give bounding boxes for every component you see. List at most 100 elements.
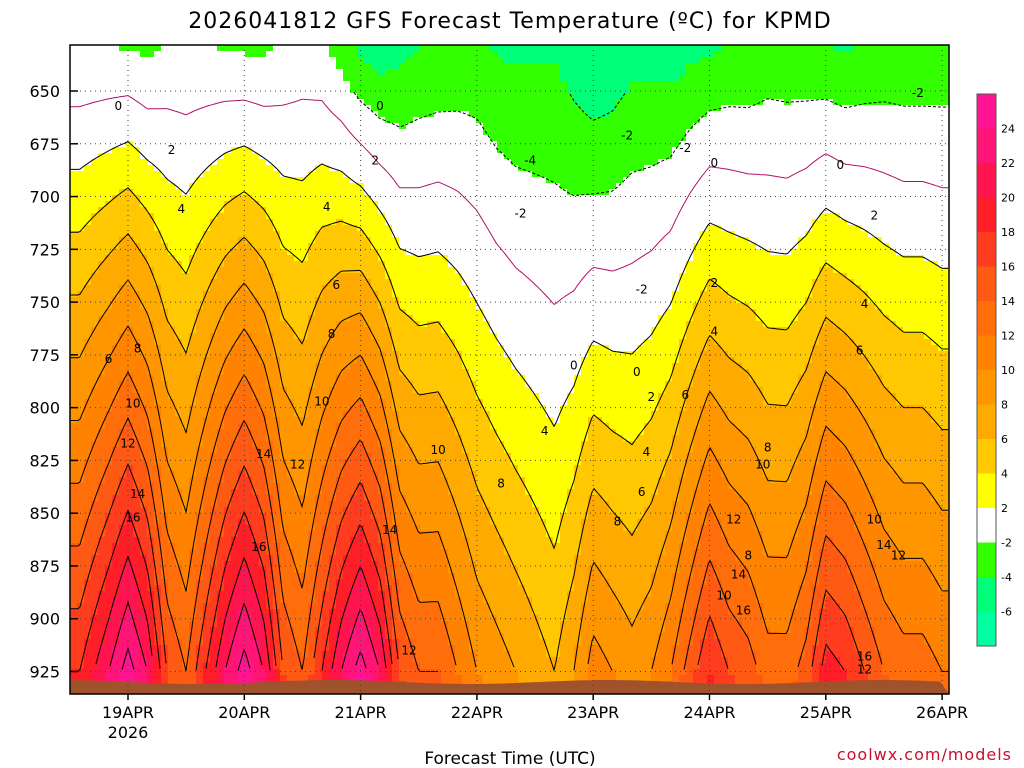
field-cell	[126, 399, 134, 406]
field-cell	[126, 261, 134, 268]
field-cell	[196, 351, 204, 358]
field-cell	[350, 477, 358, 484]
field-cell	[259, 483, 267, 490]
field-cell	[371, 309, 379, 316]
field-cell	[98, 669, 106, 676]
field-cell	[91, 411, 99, 418]
field-cell	[322, 597, 330, 604]
field-cell	[315, 351, 323, 358]
field-cell	[224, 537, 232, 544]
field-cell	[140, 51, 148, 58]
field-cell	[315, 201, 323, 208]
field-cell	[308, 639, 316, 646]
field-cell	[147, 177, 155, 184]
field-cell	[70, 627, 78, 634]
field-cell	[77, 231, 85, 238]
field-cell	[378, 597, 386, 604]
field-cell	[196, 543, 204, 550]
field-cell	[245, 387, 253, 394]
field-cell	[189, 411, 197, 418]
field-cell	[308, 105, 316, 112]
field-cell	[252, 483, 260, 490]
field-cell	[266, 657, 274, 664]
field-cell	[322, 339, 330, 346]
field-cell	[287, 219, 295, 226]
field-cell	[112, 531, 120, 538]
field-cell	[245, 549, 253, 556]
field-cell	[273, 597, 281, 604]
field-cell	[364, 459, 372, 466]
field-cell	[280, 117, 288, 124]
field-cell	[294, 609, 302, 616]
field-cell	[182, 675, 190, 682]
field-cell	[147, 339, 155, 346]
field-cell	[182, 105, 190, 112]
field-cell	[161, 465, 169, 472]
field-cell	[119, 375, 127, 382]
field-cell	[245, 255, 253, 262]
field-cell	[273, 405, 281, 412]
field-cell	[105, 93, 113, 100]
field-cell	[350, 333, 358, 340]
field-cell	[161, 561, 169, 568]
field-cell	[238, 507, 246, 514]
field-cell	[245, 597, 253, 604]
field-cell	[266, 81, 274, 88]
field-cell	[371, 123, 379, 130]
field-cell	[266, 141, 274, 148]
field-cell	[287, 357, 295, 364]
field-cell	[112, 465, 120, 472]
field-cell	[350, 423, 358, 430]
field-cell	[147, 573, 155, 580]
field-cell	[154, 219, 162, 226]
field-cell	[133, 501, 141, 508]
field-cell	[294, 561, 302, 568]
field-cell	[231, 471, 239, 478]
field-cell	[357, 525, 365, 532]
field-cell	[231, 351, 239, 358]
field-cell	[161, 387, 169, 394]
field-cell	[343, 513, 351, 520]
field-cell	[203, 231, 211, 238]
field-cell	[168, 255, 176, 262]
field-cell	[266, 405, 274, 412]
field-cell	[224, 99, 232, 106]
field-cell	[315, 195, 323, 202]
field-cell	[154, 675, 162, 682]
field-cell	[301, 123, 309, 130]
field-cell	[70, 675, 78, 682]
field-cell	[252, 651, 260, 658]
field-cell	[203, 99, 211, 106]
field-cell	[105, 297, 113, 304]
field-cell	[224, 231, 232, 238]
field-cell	[161, 189, 169, 196]
field-cell	[140, 375, 148, 382]
field-cell	[357, 45, 365, 52]
field-cell	[371, 459, 379, 466]
field-cell	[252, 123, 260, 130]
field-cell	[371, 441, 379, 448]
field-cell	[364, 555, 372, 562]
field-cell	[245, 213, 253, 220]
field-cell	[112, 555, 120, 562]
field-cell	[140, 279, 148, 286]
field-cell	[91, 189, 99, 196]
field-cell	[203, 117, 211, 124]
field-cell	[280, 177, 288, 184]
field-cell	[378, 165, 386, 172]
field-cell	[91, 369, 99, 376]
field-cell	[371, 465, 379, 472]
field-cell	[189, 651, 197, 658]
field-cell	[217, 621, 225, 628]
field-cell	[350, 513, 358, 520]
field-cell	[105, 111, 113, 118]
field-cell	[245, 429, 253, 436]
field-cell	[224, 75, 232, 82]
field-cell	[189, 195, 197, 202]
field-cell	[84, 591, 92, 598]
field-cell	[175, 57, 183, 64]
field-cell	[378, 645, 386, 652]
field-cell	[301, 309, 309, 316]
field-cell	[238, 249, 246, 256]
field-cell	[371, 195, 379, 202]
